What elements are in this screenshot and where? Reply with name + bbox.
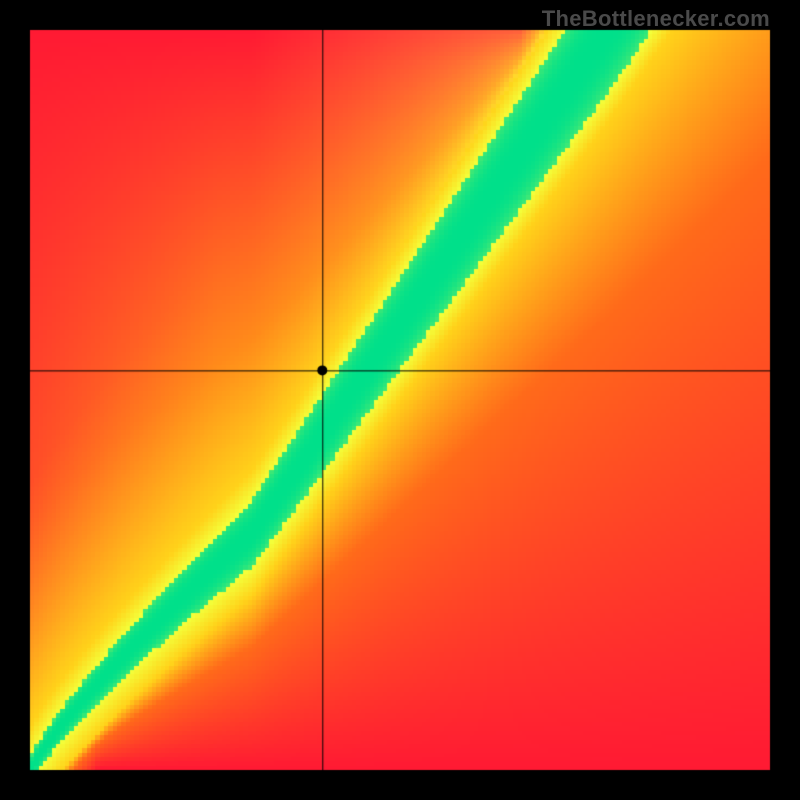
watermark-text: TheBottlenecker.com [542,6,770,32]
chart-container: TheBottlenecker.com [0,0,800,800]
bottleneck-heatmap [0,0,800,800]
